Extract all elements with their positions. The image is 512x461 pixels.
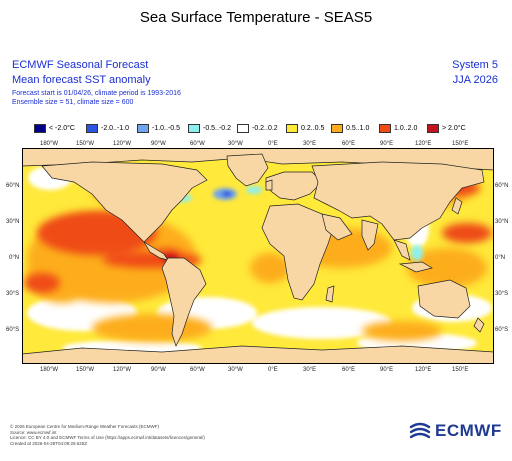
legend-label: 0.2..0.5 bbox=[301, 124, 325, 132]
legend-item: -2.0..-1.0 bbox=[86, 121, 129, 135]
legend-label: > 2.0°C bbox=[442, 124, 466, 132]
forecast-title: ECMWF Seasonal Forecast bbox=[12, 59, 149, 71]
legend-label: -2.0..-1.0 bbox=[101, 124, 130, 132]
legend-label: -1.0..-0.5 bbox=[152, 124, 181, 132]
lat-label: 30°N bbox=[6, 219, 20, 225]
lat-label: 60°S bbox=[6, 327, 20, 333]
legend-item: -0.2..0.2 bbox=[237, 121, 278, 135]
legend-swatch bbox=[286, 123, 298, 133]
antarctica bbox=[22, 345, 494, 364]
south-america bbox=[161, 257, 207, 347]
lon-label: 60°W bbox=[190, 367, 205, 373]
map-frame bbox=[22, 148, 494, 364]
lon-label: 90°W bbox=[151, 367, 166, 373]
lon-label: 90°E bbox=[380, 367, 394, 373]
page-title: Sea Surface Temperature - SEAS5 bbox=[139, 9, 373, 26]
lat-label: 60°N bbox=[495, 183, 509, 189]
legend-item: 0.2..0.5 bbox=[286, 121, 324, 135]
lon-label: 60°E bbox=[342, 367, 356, 373]
lon-label: 0°E bbox=[268, 141, 278, 147]
footer-created: Created at 2026-04-28T04:09:29.625Z bbox=[10, 440, 88, 446]
lon-label: 150°W bbox=[76, 141, 95, 147]
lon-label: 30°E bbox=[303, 141, 317, 147]
legend-label: -0.5..-0.2 bbox=[203, 124, 232, 132]
legend-swatch bbox=[427, 123, 439, 133]
lon-label: 30°W bbox=[228, 141, 243, 147]
legend-swatch bbox=[379, 123, 391, 133]
ecmwf-logo: ECMWF bbox=[408, 421, 502, 441]
footer-licence: Licence: CC BY 4.0 and ECMWF Terms of Us… bbox=[10, 435, 205, 441]
lon-label: 90°E bbox=[380, 141, 394, 147]
lon-label: 60°W bbox=[190, 141, 205, 147]
arabia bbox=[321, 213, 353, 241]
legend-swatch bbox=[188, 123, 200, 133]
lon-label: 90°W bbox=[151, 141, 166, 147]
asia bbox=[311, 161, 485, 241]
lon-label: 0°E bbox=[268, 367, 278, 373]
legend-swatch bbox=[331, 123, 343, 133]
lat-label: 0°N bbox=[495, 255, 506, 261]
ecmwf-logo-text: ECMWF bbox=[435, 421, 502, 440]
lon-label: 120°W bbox=[113, 141, 132, 147]
lat-label: 30°S bbox=[495, 291, 509, 297]
legend-swatch bbox=[86, 123, 98, 133]
maritime-continent bbox=[398, 261, 433, 273]
ecmwf-logo-icon bbox=[409, 422, 431, 439]
legend-item: -1.0..-0.5 bbox=[137, 121, 180, 135]
legend-label: -0.2..0.2 bbox=[252, 124, 278, 132]
indochina bbox=[393, 239, 411, 261]
lon-label: 30°E bbox=[303, 367, 317, 373]
lat-label: 60°N bbox=[6, 183, 20, 189]
new-zealand bbox=[473, 317, 485, 333]
footer-copyright: © 2026 European Centre for Medium-Range … bbox=[10, 424, 160, 429]
forecast-start-info: Forecast start is 01/04/26, climate peri… bbox=[12, 90, 181, 97]
legend-item: 0.5..1.0 bbox=[331, 121, 369, 135]
land-masses bbox=[22, 148, 494, 364]
footer-credits: © 2026 European Centre for Medium-Range … bbox=[10, 424, 205, 446]
system-label: System 5 bbox=[452, 59, 498, 71]
lon-label: 30°W bbox=[228, 367, 243, 373]
lon-label: 120°E bbox=[415, 141, 432, 147]
color-legend: < -2.0°C -2.0..-1.0 -1.0..-0.5 -0.5..-0.… bbox=[34, 121, 484, 135]
india bbox=[361, 219, 379, 251]
north-america bbox=[41, 161, 208, 243]
legend-label: 0.5..1.0 bbox=[346, 124, 370, 132]
legend-swatch bbox=[34, 123, 46, 133]
lat-label: 30°S bbox=[6, 291, 20, 297]
lon-label: 120°W bbox=[113, 367, 132, 373]
ensemble-info: Ensemble size = 51, climate size = 600 bbox=[12, 99, 134, 106]
lon-label: 120°E bbox=[415, 367, 432, 373]
japan bbox=[451, 197, 463, 215]
legend-label: < -2.0°C bbox=[49, 124, 75, 132]
lon-label: 180°W bbox=[40, 367, 59, 373]
legend-item: -0.5..-0.2 bbox=[188, 121, 231, 135]
greenland bbox=[226, 153, 269, 187]
legend-swatch bbox=[237, 123, 249, 133]
legend-swatch bbox=[137, 123, 149, 133]
uk bbox=[265, 179, 273, 191]
legend-label: 1.0..2.0 bbox=[394, 124, 418, 132]
lat-label: 60°S bbox=[495, 327, 509, 333]
lon-label: 150°E bbox=[452, 367, 469, 373]
madagascar bbox=[325, 285, 335, 303]
footer-source: Source: www.ecmwf.int bbox=[10, 429, 57, 435]
legend-item: > 2.0°C bbox=[427, 121, 466, 135]
australia bbox=[417, 279, 471, 319]
forecast-subtitle: Mean forecast SST anomaly bbox=[12, 74, 151, 86]
lon-label: 60°E bbox=[342, 141, 356, 147]
lon-label: 150°E bbox=[452, 141, 469, 147]
lon-label: 150°W bbox=[76, 367, 95, 373]
sst-anomaly-map bbox=[22, 148, 494, 364]
legend-item: < -2.0°C bbox=[34, 121, 75, 135]
legend-item: 1.0..2.0 bbox=[379, 121, 417, 135]
period-label: JJA 2026 bbox=[452, 74, 498, 86]
lat-label: 0°N bbox=[9, 255, 20, 261]
lon-label: 180°W bbox=[40, 141, 59, 147]
lat-label: 30°N bbox=[495, 219, 509, 225]
